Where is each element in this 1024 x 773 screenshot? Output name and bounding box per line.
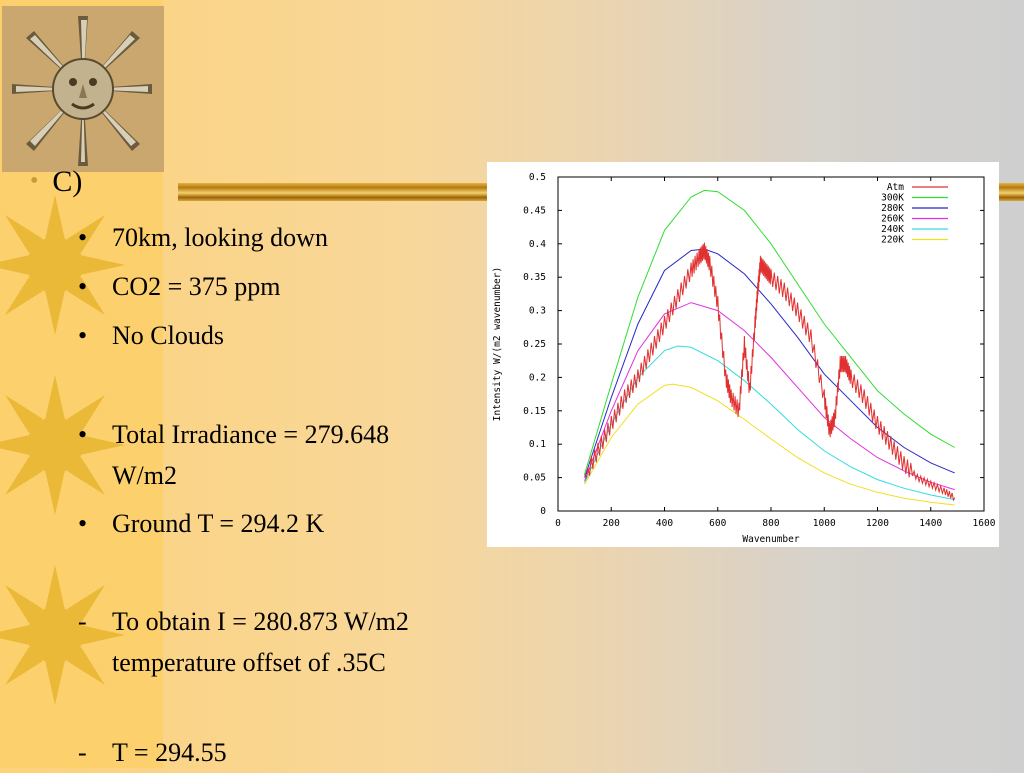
legend-label: 240K (881, 224, 904, 235)
y-axis-label: Intensity W/(m2 wavenumber) (492, 267, 503, 421)
x-tick-label: 200 (603, 518, 620, 529)
x-tick-label: 400 (656, 518, 673, 529)
spectrum-chart: 0 200 400 600 800 1000 1200 1400 1600 0 0.05 0.1 0.1… (487, 162, 999, 547)
slide-heading: • C) (30, 165, 83, 198)
y-tick-label: 0.35 (523, 272, 546, 283)
y-tick-label: 0.45 (523, 205, 546, 216)
y-tick-label: 0.05 (523, 473, 546, 484)
x-tick-label: 1200 (866, 518, 889, 529)
y-tick-label: 0.5 (529, 172, 546, 183)
dash-item: - To obtain I = 280.873 W/m2 temperature… (78, 607, 409, 677)
plot-frame (557, 176, 985, 512)
series-line-atm (584, 242, 956, 502)
legend-label: 300K (881, 193, 904, 204)
chart-svg: 0 200 400 600 800 1000 1200 1400 1600 0 0.05 0.1 0.1… (492, 172, 996, 545)
series-line-220k (584, 383, 955, 506)
series-line-260k (584, 302, 955, 491)
bullet-item: • CO2 = 375 ppm (78, 272, 281, 301)
y-tick-label: 0 (540, 506, 546, 517)
legend-label: 280K (881, 203, 904, 214)
sun-face-logo (2, 6, 164, 172)
x-tick-label: 1600 (973, 518, 996, 529)
y-tick-label: 0.4 (529, 239, 546, 250)
y-tick-label: 0.3 (529, 306, 546, 317)
bullet-item: • No Clouds (78, 321, 224, 350)
y-tick-label: 0.2 (529, 372, 546, 383)
series-line-300k (584, 189, 955, 475)
y-tick-label: 0.1 (529, 439, 546, 450)
x-tick-label: 1000 (813, 518, 836, 529)
sun-decoration (0, 195, 125, 705)
legend-label: Atm (887, 182, 904, 193)
x-tick-label: 600 (709, 518, 726, 529)
y-tick-label: 0.25 (523, 339, 546, 350)
bullet-item: • Total Irradiance = 279.648 W/m2 (78, 420, 390, 490)
legend-label: 220K (881, 235, 904, 246)
x-axis-label: Wavenumber (742, 534, 799, 545)
y-tick-label: 0.15 (523, 406, 546, 417)
dash-item: - T = 294.55 (78, 738, 227, 767)
x-tick-label: 0 (555, 518, 561, 529)
bullet-item: • Ground T = 294.2 K (78, 509, 325, 538)
heading-bullet: • (30, 168, 39, 194)
series-line-280k (584, 248, 955, 478)
legend-label: 260K (881, 214, 904, 225)
x-tick-label: 1400 (919, 518, 942, 529)
bullet-item: • 70km, looking down (78, 223, 328, 252)
series-line-240k (584, 345, 955, 501)
x-tick-label: 800 (762, 518, 779, 529)
